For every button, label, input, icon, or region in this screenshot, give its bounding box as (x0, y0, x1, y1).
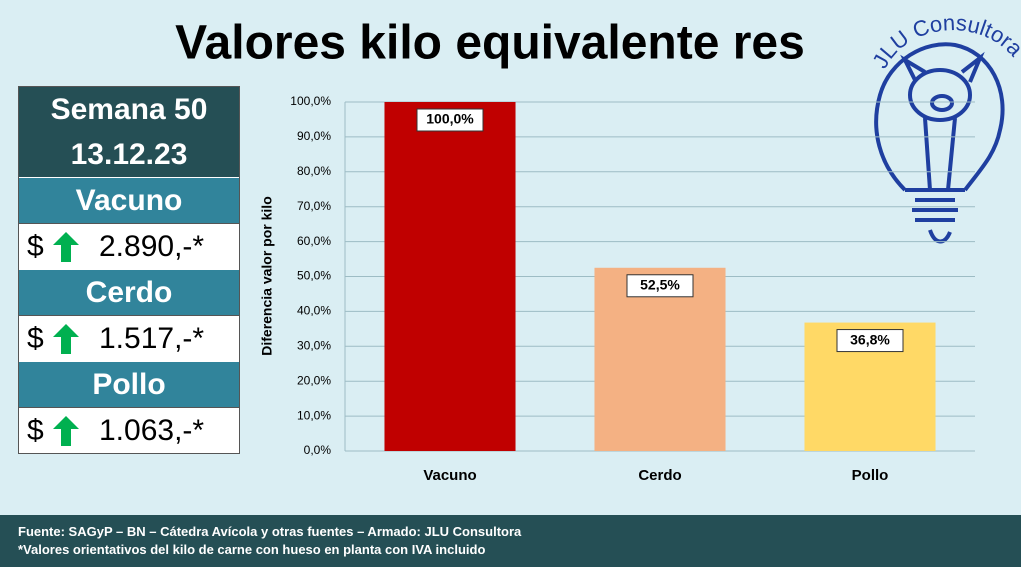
bulb-base (905, 188, 965, 244)
bulb (874, 42, 1005, 192)
y-tick-label: 10,0% (297, 408, 331, 422)
pig-ears (900, 51, 985, 83)
x-tick-label: Cerdo (638, 467, 681, 484)
filament (923, 117, 957, 191)
bar (594, 267, 726, 451)
y-tick-label: 0,0% (304, 443, 332, 457)
currency: $ (27, 414, 44, 447)
value-label-box (626, 274, 694, 298)
y-axis-label: Diferencia valor por kilo (259, 196, 275, 356)
footer-line: *Valores orientativos del kilo de carne … (18, 542, 486, 557)
y-tick-label: 70,0% (297, 199, 331, 213)
y-tick-label: 80,0% (297, 164, 331, 178)
item-price-row: $1.063,-* (19, 407, 239, 453)
item-name: Cerdo (19, 269, 239, 315)
x-tick-label: Pollo (852, 467, 889, 484)
arrow-shape (53, 324, 79, 354)
value-label: 100,0% (426, 111, 474, 127)
item-price-row: $1.517,-* (19, 315, 239, 361)
y-tick-label: 100,0% (290, 94, 331, 108)
chart-title: Valores kilo equivalente res (175, 17, 805, 70)
value-label-box (416, 108, 484, 132)
up-arrow (53, 324, 79, 354)
y-tick-label: 40,0% (297, 304, 331, 318)
footer-line: Fuente: SAGyP – BN – Cátedra Avícola y o… (18, 524, 522, 539)
currency: $ (27, 230, 44, 263)
value-label-box (836, 329, 904, 353)
logo (874, 42, 1005, 244)
price: 1.517,-* (99, 322, 205, 355)
item-price-row: $2.890,-* (19, 223, 239, 269)
arrow-shape (53, 416, 79, 446)
pig-snout (930, 94, 954, 112)
footer: Fuente: SAGyP – BN – Cátedra Avícola y o… (0, 515, 1021, 567)
y-tick-label: 50,0% (297, 269, 331, 283)
y-tick-label: 60,0% (297, 234, 331, 248)
price: 2.890,-* (99, 230, 205, 263)
arrow-shape (53, 232, 79, 262)
value-label: 36,8% (850, 331, 890, 347)
date: 13.12.23 (19, 132, 239, 177)
y-tick-label: 30,0% (297, 338, 331, 352)
y-tick-label: 90,0% (297, 129, 331, 143)
item-name: Vacuno (19, 177, 239, 223)
bar (384, 102, 516, 451)
price-panel: Semana 50 13.12.23 Vacuno $2.890,-* Cerdo $… (18, 86, 240, 454)
up-arrow (53, 416, 79, 446)
currency: $ (27, 322, 44, 355)
pig-head (908, 68, 972, 122)
item-name: Pollo (19, 361, 239, 407)
week: Semana 50 (19, 87, 239, 132)
y-tick-label: 20,0% (297, 373, 331, 387)
up-arrow (53, 232, 79, 262)
value-label: 52,5% (640, 276, 680, 292)
x-tick-label: Vacuno (423, 467, 476, 484)
price: 1.063,-* (99, 414, 205, 447)
